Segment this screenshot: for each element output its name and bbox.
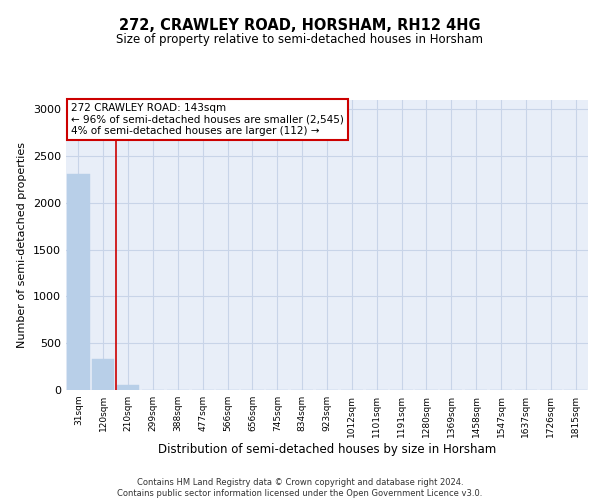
Y-axis label: Number of semi-detached properties: Number of semi-detached properties: [17, 142, 28, 348]
Text: 272 CRAWLEY ROAD: 143sqm
← 96% of semi-detached houses are smaller (2,545)
4% of: 272 CRAWLEY ROAD: 143sqm ← 96% of semi-d…: [71, 103, 344, 136]
Text: Size of property relative to semi-detached houses in Horsham: Size of property relative to semi-detach…: [116, 32, 484, 46]
Bar: [92, 359, 115, 390]
X-axis label: Distribution of semi-detached houses by size in Horsham: Distribution of semi-detached houses by …: [158, 442, 496, 456]
Bar: [117, 385, 139, 390]
Text: 272, CRAWLEY ROAD, HORSHAM, RH12 4HG: 272, CRAWLEY ROAD, HORSHAM, RH12 4HG: [119, 18, 481, 32]
Bar: [67, 174, 89, 390]
Text: Contains HM Land Registry data © Crown copyright and database right 2024.
Contai: Contains HM Land Registry data © Crown c…: [118, 478, 482, 498]
